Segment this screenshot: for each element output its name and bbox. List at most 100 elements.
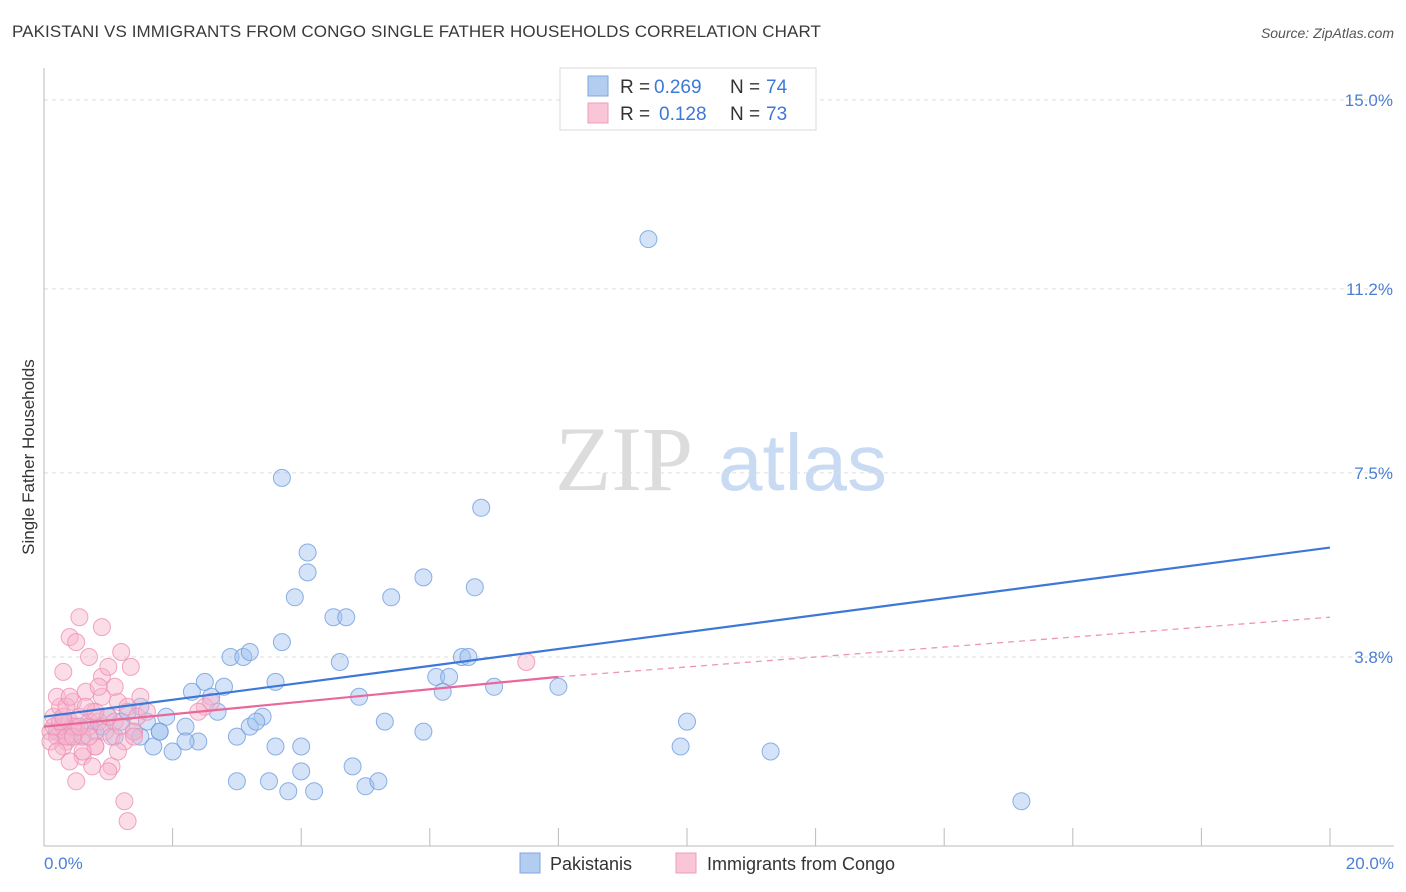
data-point-congo (80, 727, 98, 746)
data-point-congo (102, 757, 121, 776)
data-point-pakistanis (761, 742, 780, 761)
data-point-pakistanis (433, 682, 452, 701)
data-point-pakistanis (549, 677, 568, 696)
data-point-pakistanis (414, 722, 433, 741)
data-point-pakistanis (285, 588, 304, 607)
chart-source: Source: ZipAtlas.com (1260, 25, 1394, 41)
y-tick-label: 15.0% (1345, 91, 1393, 110)
legend-n-value-2: 73 (766, 104, 787, 125)
x-tick-label-min: 0.0% (44, 854, 83, 873)
data-point-congo (57, 697, 76, 716)
legend-n-value-1: 74 (766, 77, 788, 98)
data-point-congo (67, 633, 86, 652)
data-point-pakistanis (292, 737, 311, 756)
data-point-congo (54, 662, 73, 681)
legend: R = 0.269 N = 74 R = 0.128 N = 73 (559, 67, 817, 131)
data-point-congo (99, 657, 118, 676)
data-point-congo (112, 643, 131, 661)
data-point-congo (57, 727, 76, 746)
legend-swatch-blue (587, 75, 609, 97)
data-point-pakistanis (472, 498, 491, 517)
data-point-pakistanis (240, 643, 259, 661)
data-point-pakistanis (465, 578, 484, 597)
data-point-congo (517, 653, 536, 671)
data-point-pakistanis (305, 782, 324, 801)
data-point-pakistanis (272, 633, 291, 652)
data-point-congo (41, 732, 60, 751)
data-point-congo (115, 792, 134, 811)
data-point-pakistanis (427, 667, 446, 686)
data-point-congo (89, 677, 108, 696)
data-point-pakistanis (176, 732, 195, 751)
trend-line-congo-extension (558, 616, 1331, 678)
watermark-atlas: atlas (718, 418, 887, 507)
data-point-pakistanis (260, 772, 278, 791)
data-point-congo (125, 722, 143, 741)
data-point-congo (92, 618, 111, 637)
chart-title: PAKISTANI VS IMMIGRANTS FROM CONGO SINGL… (12, 22, 821, 41)
data-point-pakistanis (266, 737, 285, 756)
data-point-congo (83, 757, 102, 776)
data-point-pakistanis (215, 677, 233, 696)
data-point-pakistanis (163, 742, 182, 761)
data-point-pakistanis (195, 672, 214, 691)
legend-r-value-1: 0.269 (654, 77, 702, 98)
data-point-pakistanis (343, 757, 362, 776)
data-point-congo (47, 742, 66, 761)
data-point-congo (115, 732, 134, 751)
data-point-congo (60, 687, 79, 706)
data-point-congo (108, 742, 127, 761)
data-point-congo (80, 648, 98, 666)
y-tick-label: 3.8% (1354, 648, 1393, 667)
legend-swatch-pink (587, 102, 609, 124)
watermark-zip: ZIP (555, 408, 693, 510)
y-tick-label: 7.5% (1354, 464, 1393, 483)
y-axis-title: Single Father Households (19, 359, 38, 555)
bottom-legend-swatch-congo (675, 852, 697, 874)
data-point-pakistanis (144, 737, 163, 756)
data-point-pakistanis (189, 732, 208, 751)
legend-n-label-1: N = (730, 77, 760, 98)
data-point-pakistanis (369, 772, 388, 791)
data-point-congo (67, 772, 86, 791)
data-point-congo (99, 762, 118, 781)
data-point-congo (70, 717, 89, 736)
bottom-legend-swatch-pakistanis (519, 852, 541, 874)
data-point-pakistanis (382, 588, 401, 607)
data-point-congo (105, 677, 124, 696)
data-point-pakistanis (227, 772, 246, 791)
data-point-congo (92, 687, 111, 706)
data-point-pakistanis (324, 608, 343, 627)
legend-r-label-2: R = (620, 104, 650, 125)
legend-n-label-2: N = (730, 104, 760, 125)
data-point-congo (63, 727, 82, 746)
data-point-congo (92, 667, 111, 686)
data-point-pakistanis (272, 468, 291, 487)
data-point-pakistanis (459, 648, 478, 666)
y-tick-label: 11.2% (1346, 280, 1393, 299)
data-point-congo (118, 812, 137, 831)
gridlines (44, 99, 1394, 658)
data-point-pakistanis (227, 727, 246, 746)
data-point-pakistanis (1012, 792, 1031, 811)
data-point-congo (47, 687, 66, 706)
data-point-congo (131, 687, 150, 706)
x-tick-label-max: 20.0% (1346, 854, 1394, 873)
series-pakistanis (47, 230, 1031, 811)
trend-line-pakistanis (43, 546, 1331, 718)
data-point-pakistanis (247, 712, 266, 731)
data-point-pakistanis (298, 543, 317, 562)
bottom-legend-label-pakistanis: Pakistanis (550, 854, 632, 874)
trend-line-congo (43, 675, 559, 728)
x-axis-ticks (172, 828, 1331, 846)
legend-r-value-2: 0.128 (659, 104, 707, 125)
data-point-pakistanis (671, 737, 690, 756)
data-point-pakistanis (330, 653, 349, 671)
data-point-congo (60, 752, 79, 771)
data-point-pakistanis (375, 712, 394, 731)
bottom-legend-label-congo: Immigrants from Congo (707, 854, 895, 874)
data-point-pakistanis (414, 568, 433, 587)
data-point-congo (73, 727, 92, 746)
y-tick-labels: 3.8% 7.5% 11.2% 15.0% (1345, 91, 1393, 667)
